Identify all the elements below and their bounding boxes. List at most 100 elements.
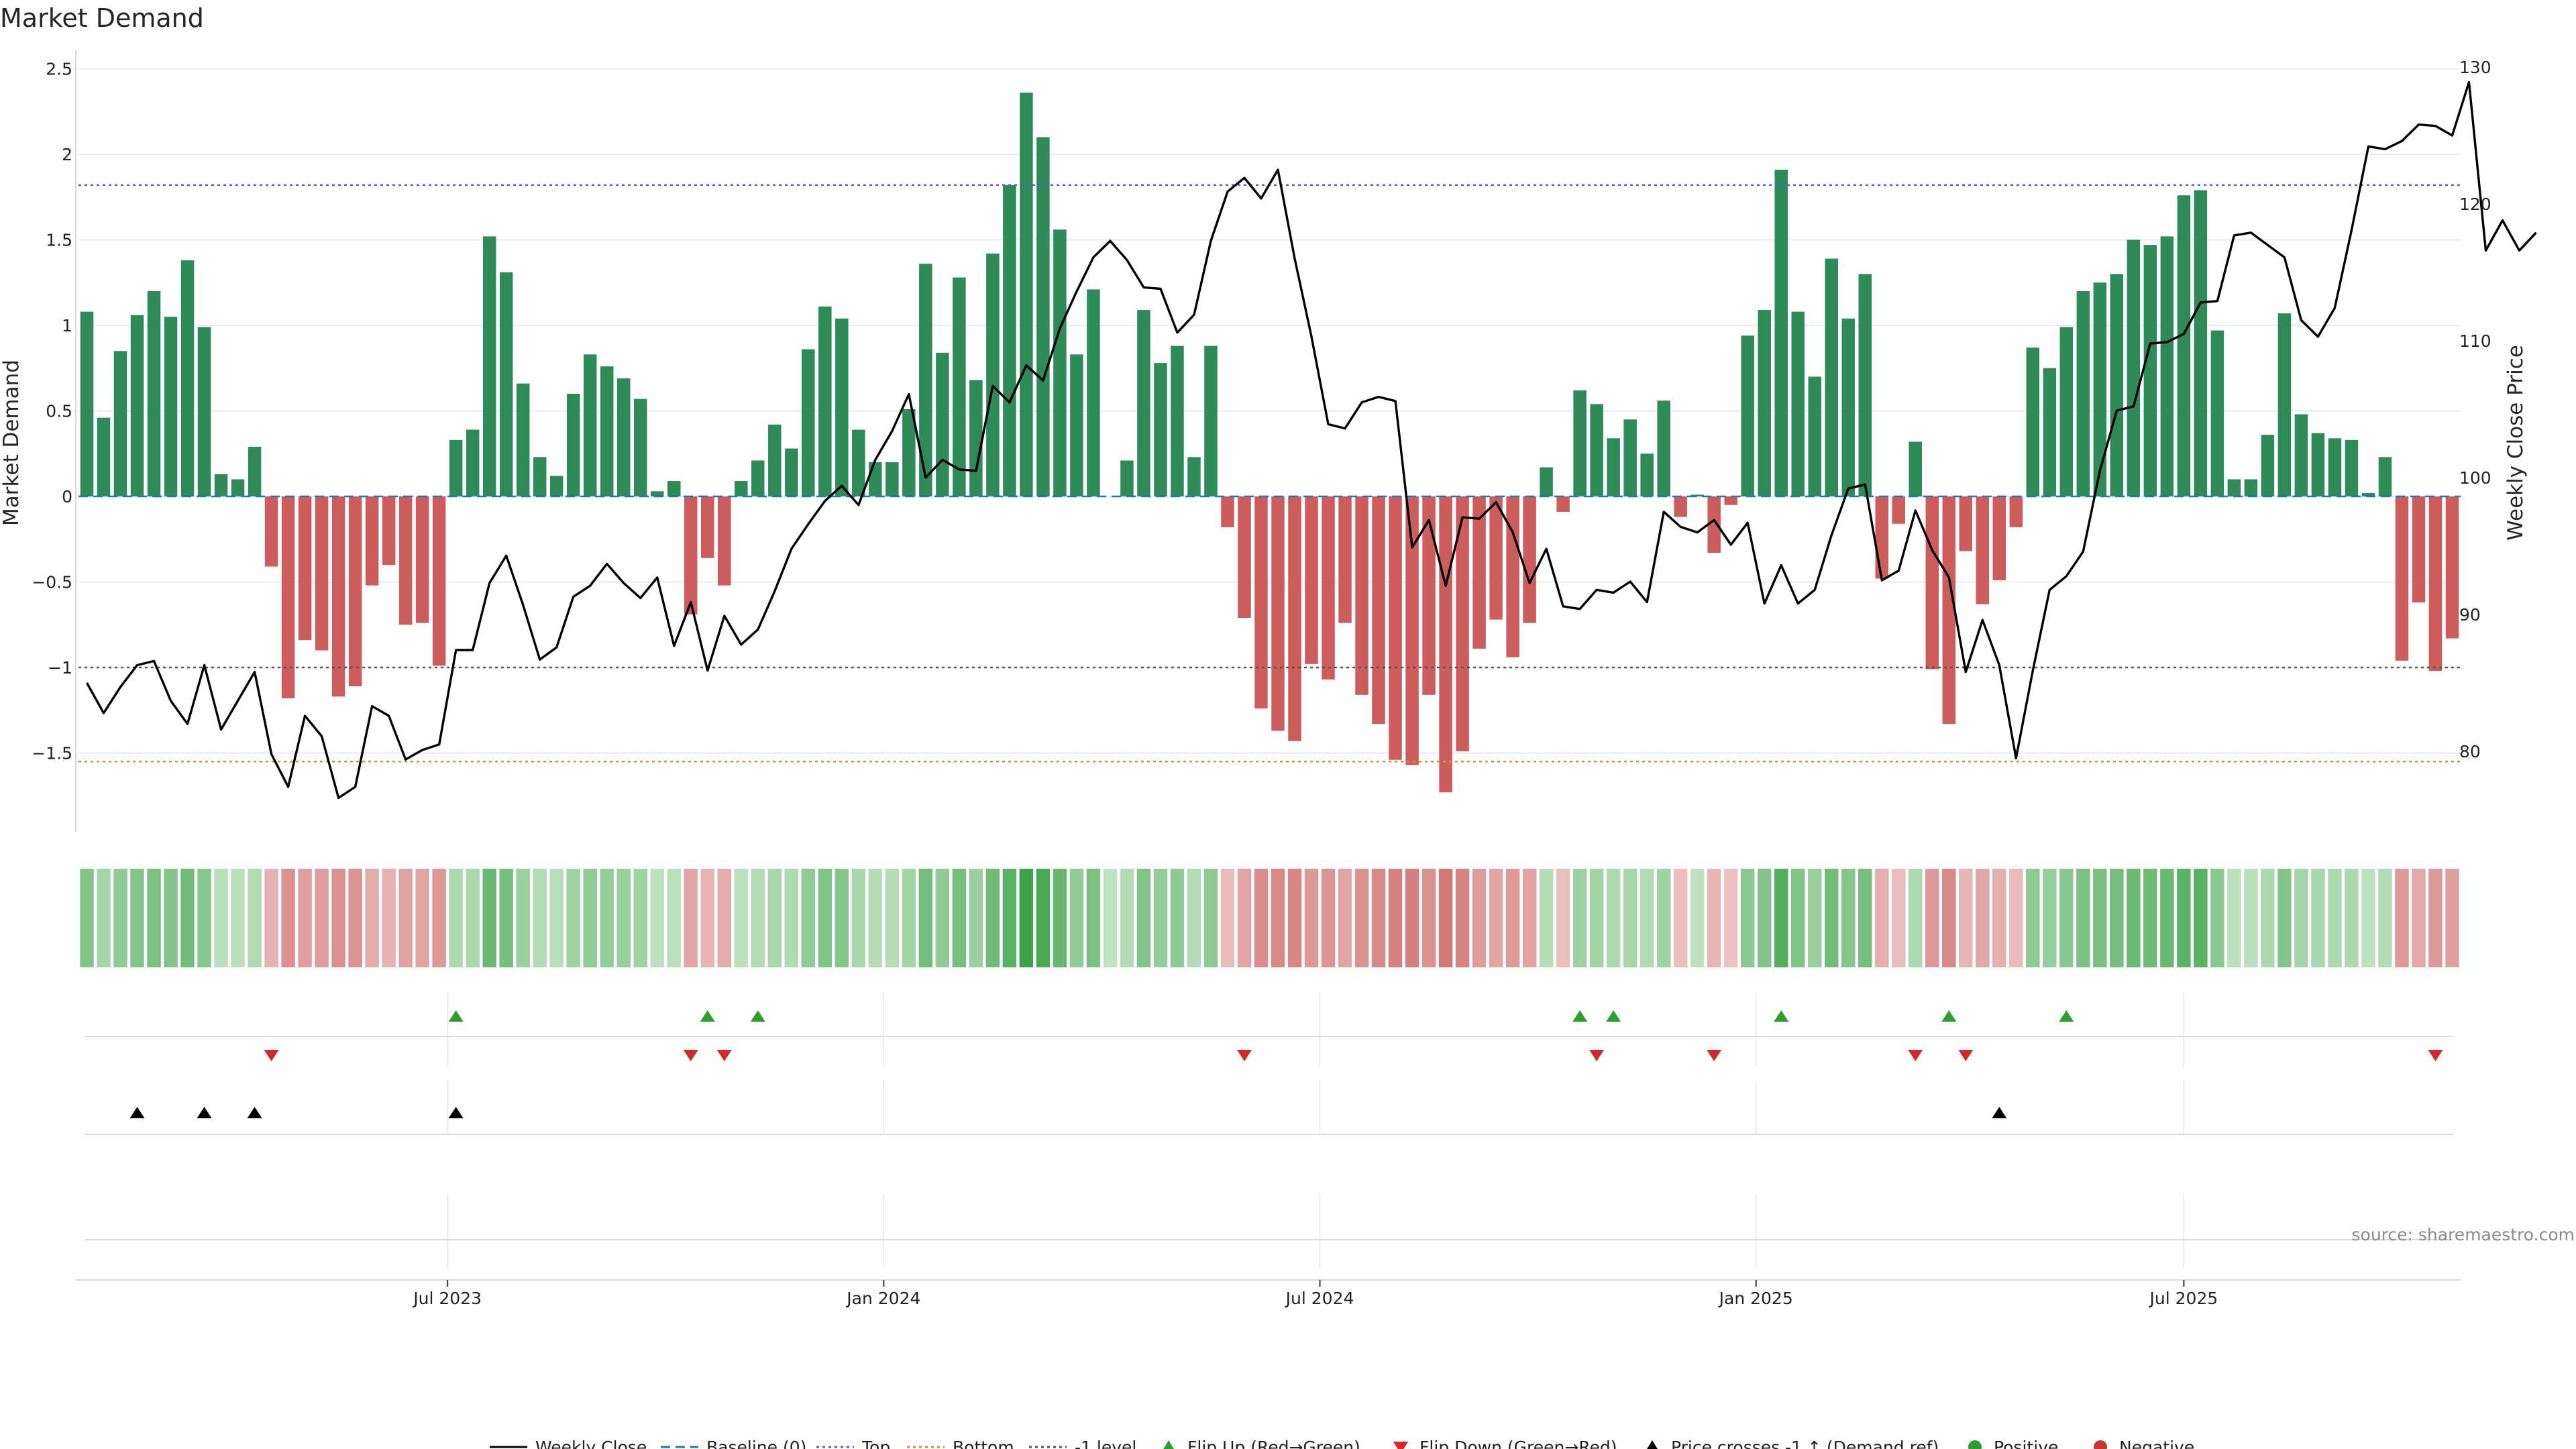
strip-cell: [1841, 869, 1856, 967]
demand-bar-negative: [1942, 496, 1956, 724]
strip-cell: [1271, 869, 1285, 967]
demand-bar-positive: [802, 349, 815, 496]
strip-cell: [1790, 869, 1805, 967]
demand-bar-positive: [936, 352, 949, 496]
demand-bar-positive: [2160, 236, 2174, 496]
strip-cell: [1472, 869, 1487, 967]
strip-cell: [2143, 869, 2157, 967]
strip-cell: [365, 869, 379, 967]
demand-bar-positive: [2093, 282, 2107, 496]
demand-bar-positive: [2345, 439, 2359, 496]
legend-swatch-triangle-up: [1647, 1440, 1658, 1449]
right-y-tick-label: 100: [2459, 468, 2491, 488]
strip-cell: [2345, 869, 2359, 967]
chart-title: Market Demand: [0, 3, 204, 33]
demand-bar-positive: [1573, 390, 1587, 496]
y-tick-label: 2.5: [46, 60, 72, 79]
demand-bar-negative: [331, 496, 345, 697]
demand-bar-negative: [1305, 496, 1318, 664]
strip-cell: [985, 869, 1000, 967]
strip-cell: [851, 869, 866, 967]
source-text: source: sharemaestro.com: [2352, 1225, 2575, 1244]
strip-cell: [130, 869, 144, 967]
demand-bar-negative: [1389, 496, 1402, 760]
demand-bar-positive: [1808, 376, 1821, 496]
y-tick-label: 0.5: [46, 402, 72, 421]
strip-cell: [1589, 869, 1604, 967]
demand-bar-positive: [1020, 93, 1033, 496]
flip-up-marker: [1572, 1010, 1588, 1022]
strip-cell: [1673, 869, 1688, 967]
demand-bar-positive: [1758, 310, 1771, 496]
demand-bar-positive: [231, 479, 245, 496]
strip-cell: [2328, 869, 2342, 967]
strip-cell: [2395, 869, 2409, 967]
strip-cell: [1976, 869, 1990, 967]
demand-bar-positive: [1003, 184, 1016, 496]
right-y-tick-label: 130: [2459, 58, 2491, 77]
strip-cell: [197, 869, 211, 967]
strip-cell: [1421, 869, 1436, 967]
price-cross-marker: [129, 1107, 145, 1118]
strip-cell: [231, 869, 245, 967]
strip-cell: [1858, 869, 1872, 967]
strip-cell: [1388, 869, 1403, 967]
demand-bar-positive: [533, 457, 547, 496]
strip-cell: [1019, 869, 1034, 967]
strip-cell: [2194, 869, 2208, 967]
demand-bar-positive: [2294, 414, 2308, 496]
demand-bar-positive: [2043, 368, 2057, 496]
legend-label: Negative: [2119, 1438, 2194, 1449]
strip-cell: [2294, 869, 2308, 967]
strip-cell: [918, 869, 933, 967]
strip-cell: [180, 869, 195, 967]
legend-item: Top: [816, 1438, 890, 1449]
strip-cell: [1875, 869, 1889, 967]
demand-bar-positive: [466, 429, 480, 496]
demand-bar-negative: [1489, 496, 1503, 620]
demand-bar-positive: [197, 327, 211, 496]
strip-cell: [1522, 869, 1537, 967]
demand-bar-positive: [818, 306, 832, 496]
demand-bar-positive: [953, 277, 966, 496]
x-tick-label: Jul 2024: [1285, 1289, 1354, 1308]
demand-bar-positive: [1154, 363, 1167, 496]
strip-cell: [1371, 869, 1386, 967]
strip-cell: [1606, 869, 1621, 967]
demand-bar-positive: [835, 318, 849, 496]
strip-cell: [1187, 869, 1201, 967]
x-tick-label: Jul 2023: [412, 1289, 482, 1308]
strip-cell: [516, 869, 530, 967]
demand-bar-negative: [1405, 496, 1419, 765]
flip-up-marker: [1941, 1010, 1957, 1022]
strip-cell: [818, 869, 833, 967]
strip-cell: [449, 869, 463, 967]
strip-cell: [432, 869, 446, 967]
demand-bar-negative: [415, 496, 429, 623]
right-axis-label: Weekly Close Price: [2504, 345, 2528, 541]
demand-bar-positive: [768, 424, 782, 496]
demand-bar-positive: [130, 315, 144, 496]
demand-bar-negative: [2412, 496, 2426, 603]
demand-bar-negative: [1674, 496, 1687, 517]
strip-cell: [1992, 869, 2006, 967]
strip-cell: [667, 869, 682, 967]
demand-bar-positive: [2059, 327, 2074, 496]
demand-bar-negative: [1254, 496, 1268, 709]
strip-cell: [1824, 869, 1839, 967]
strip-cell: [2110, 869, 2124, 967]
flip-down-marker: [683, 1050, 698, 1061]
y-tick-label: 1: [62, 316, 72, 335]
strip-cell: [264, 869, 278, 967]
demand-bar-positive: [583, 354, 597, 496]
demand-bar-positive: [180, 260, 195, 496]
demand-bar-positive: [1909, 441, 1923, 496]
strip-cell: [2361, 869, 2375, 967]
y-tick-label: −1.5: [32, 744, 72, 763]
strip-cell: [1455, 869, 1470, 967]
demand-bar-negative: [2445, 496, 2459, 639]
legend-swatch-triangle-down: [1393, 1442, 1408, 1449]
strip-cell: [1321, 869, 1336, 967]
strip-cell: [952, 869, 967, 967]
